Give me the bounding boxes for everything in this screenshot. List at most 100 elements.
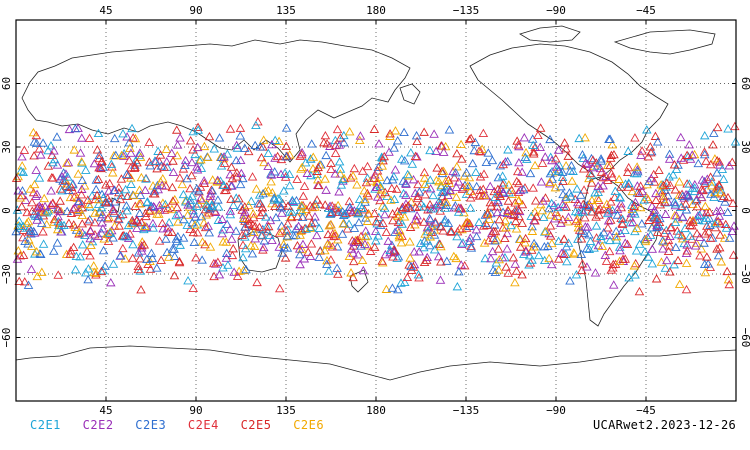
observation-marker xyxy=(144,157,155,166)
observation-marker xyxy=(148,218,158,228)
observation-marker xyxy=(154,236,165,245)
observation-marker xyxy=(61,158,72,167)
observation-marker xyxy=(222,182,232,191)
observation-marker xyxy=(235,131,246,140)
observation-marker xyxy=(537,205,547,215)
observation-marker xyxy=(562,256,572,266)
observation-marker xyxy=(475,172,486,181)
observation-marker xyxy=(586,207,597,216)
observation-marker xyxy=(35,249,46,259)
observation-marker xyxy=(82,246,92,256)
observation-marker xyxy=(213,202,224,211)
observation-marker xyxy=(569,248,579,257)
observation-marker xyxy=(658,191,669,200)
observation-marker xyxy=(271,212,281,222)
observation-marker xyxy=(691,238,702,247)
observation-marker xyxy=(659,237,669,246)
observation-marker xyxy=(145,256,155,265)
observation-marker xyxy=(723,124,733,133)
observation-marker xyxy=(567,176,577,185)
observation-marker xyxy=(677,234,688,243)
observation-marker xyxy=(561,161,571,170)
observation-marker xyxy=(485,197,496,207)
observation-marker xyxy=(312,195,322,204)
observation-marker xyxy=(519,249,529,258)
observation-marker xyxy=(658,244,668,253)
observation-marker xyxy=(452,281,463,291)
observation-marker xyxy=(324,266,334,275)
observation-marker xyxy=(412,210,422,220)
observation-marker xyxy=(141,211,151,221)
lon-label-top: −90 xyxy=(546,4,566,17)
observation-marker xyxy=(714,160,725,169)
observation-marker xyxy=(639,195,649,204)
observation-marker xyxy=(199,178,210,188)
observation-marker xyxy=(465,193,476,202)
observation-marker xyxy=(295,230,305,239)
observation-marker xyxy=(698,185,708,195)
observation-marker xyxy=(715,185,726,194)
observation-marker xyxy=(18,221,28,231)
observation-marker xyxy=(534,250,544,260)
observation-marker xyxy=(175,173,185,182)
observation-marker xyxy=(183,276,193,285)
observation-marker xyxy=(399,156,410,165)
observation-marker xyxy=(370,226,381,236)
observation-marker xyxy=(305,223,316,232)
observation-marker xyxy=(251,120,261,130)
observation-marker xyxy=(373,231,383,240)
observation-marker xyxy=(719,233,730,242)
observation-marker xyxy=(677,230,687,240)
observation-marker xyxy=(724,161,735,170)
observation-marker xyxy=(222,219,232,228)
observation-marker xyxy=(628,217,638,227)
observation-marker xyxy=(390,165,401,174)
observation-marker xyxy=(655,213,665,223)
legend: C2E1 C2E2 C2E3 C2E4 C2E5 C2E6 xyxy=(30,418,338,432)
observation-marker xyxy=(474,146,484,155)
observation-marker xyxy=(682,150,692,159)
observation-marker xyxy=(564,188,575,197)
observation-marker xyxy=(45,200,56,209)
observation-marker xyxy=(428,190,438,200)
observation-marker xyxy=(596,156,606,165)
observation-marker xyxy=(172,236,182,246)
observation-marker xyxy=(700,267,711,277)
observation-marker xyxy=(522,154,532,163)
observation-marker xyxy=(646,173,656,183)
observation-marker xyxy=(693,211,703,220)
observation-marker xyxy=(413,270,424,279)
observation-marker xyxy=(188,283,198,292)
observation-marker xyxy=(545,177,555,186)
observation-marker xyxy=(191,201,202,210)
observation-marker xyxy=(128,133,138,142)
observation-marker xyxy=(528,149,539,158)
observation-marker xyxy=(464,236,475,246)
observation-marker xyxy=(232,271,243,280)
observation-marker xyxy=(120,184,131,194)
observation-marker xyxy=(308,152,319,161)
observation-marker xyxy=(590,268,601,277)
observation-marker xyxy=(693,215,704,225)
observation-marker xyxy=(727,157,738,166)
observation-marker xyxy=(572,197,583,207)
observation-marker xyxy=(464,172,475,182)
observation-marker xyxy=(325,201,335,210)
observation-marker xyxy=(106,277,116,287)
observation-marker xyxy=(280,172,291,181)
observation-marker xyxy=(397,231,407,240)
observation-marker xyxy=(177,179,188,189)
observation-marker xyxy=(355,200,366,210)
observation-marker xyxy=(359,205,370,214)
observation-marker xyxy=(298,191,309,200)
lon-label-bottom: −90 xyxy=(546,404,566,417)
observation-marker xyxy=(615,245,625,255)
observation-marker xyxy=(11,173,22,182)
observation-marker xyxy=(380,187,390,197)
observation-marker xyxy=(467,158,478,168)
observation-marker xyxy=(210,259,221,268)
observation-marker xyxy=(31,247,42,256)
observation-marker xyxy=(240,222,250,231)
observation-marker xyxy=(612,210,623,219)
observation-marker xyxy=(668,170,678,179)
